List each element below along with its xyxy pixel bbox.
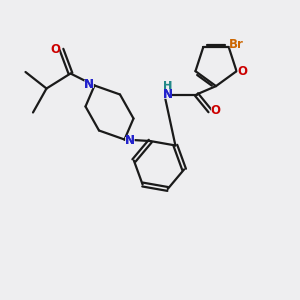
Text: O: O — [237, 65, 247, 78]
FancyBboxPatch shape — [85, 80, 94, 88]
Text: N: N — [84, 77, 94, 91]
Text: N: N — [84, 77, 94, 91]
FancyBboxPatch shape — [164, 82, 171, 90]
FancyBboxPatch shape — [163, 91, 172, 98]
FancyBboxPatch shape — [125, 137, 134, 145]
Text: N: N — [162, 88, 172, 101]
Text: N: N — [125, 134, 135, 148]
Text: O: O — [210, 104, 220, 118]
Text: H: H — [163, 81, 172, 91]
FancyBboxPatch shape — [164, 82, 171, 90]
FancyBboxPatch shape — [211, 107, 220, 115]
FancyBboxPatch shape — [230, 40, 244, 48]
Text: Br: Br — [230, 38, 244, 50]
FancyBboxPatch shape — [125, 137, 134, 145]
FancyBboxPatch shape — [237, 68, 246, 75]
FancyBboxPatch shape — [85, 80, 94, 88]
Text: N: N — [162, 88, 172, 101]
Text: H: H — [163, 81, 172, 91]
FancyBboxPatch shape — [50, 45, 59, 53]
Text: N: N — [125, 134, 135, 148]
Text: O: O — [50, 43, 60, 56]
FancyBboxPatch shape — [163, 91, 172, 98]
